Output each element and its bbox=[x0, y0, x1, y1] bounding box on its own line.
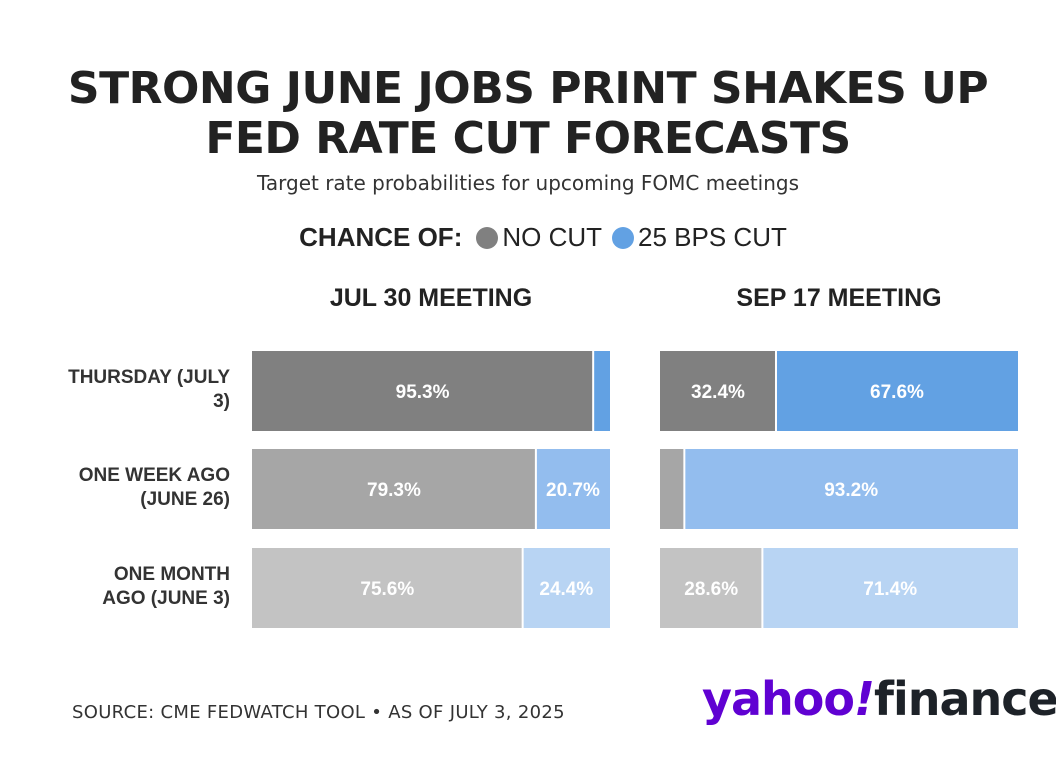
bar-sep-one-month-ago-no-cut bbox=[660, 548, 763, 628]
bar-jul-one-month-ago-25bps-cut bbox=[522, 548, 610, 628]
row-label-one-week-ago-line-1: ONE WEEK AGO bbox=[78, 465, 230, 486]
row-label-one-week-ago: ONE WEEK AGO (JUNE 26) bbox=[50, 464, 230, 512]
row-label-thursday: THURSDAY (JULY 3) bbox=[50, 366, 230, 414]
row-label-one-month-ago: ONE MONTH AGO (JUNE 3) bbox=[50, 563, 230, 611]
legend-dot-no-cut bbox=[476, 226, 499, 249]
logo-finance: finance bbox=[873, 672, 1056, 726]
bar-label-jul-one-month-ago-no-cut: 75.6% bbox=[360, 579, 414, 600]
row-label-thursday-line-1: THURSDAY (JULY bbox=[68, 367, 230, 388]
bar-sep-thursday-no-cut bbox=[660, 351, 776, 431]
bar-label-jul-one-week-ago-25bps-cut: 20.7% bbox=[546, 480, 600, 501]
row-label-one-week-ago-line-2: (JUNE 26) bbox=[140, 489, 230, 510]
legend: CHANCE OF: NO CUT 25 BPS CUT bbox=[0, 222, 1056, 253]
bar-sep-thursday-25bps-cut bbox=[775, 351, 1018, 431]
bar-label-sep-one-month-ago-25bps-cut: 71.4% bbox=[863, 579, 917, 600]
bar-jul-thursday-25bps-cut bbox=[593, 351, 610, 431]
legend-label-no-cut: NO CUT bbox=[502, 222, 603, 252]
legend-title: CHANCE OF: bbox=[299, 222, 463, 252]
sep-meeting-title: SEP 17 MEETING bbox=[736, 284, 942, 312]
bar-label-sep-one-month-ago-no-cut: 28.6% bbox=[684, 579, 738, 600]
bar-sep-one-month-ago-25bps-cut bbox=[762, 548, 1018, 628]
legend-label-25bps-cut: 25 BPS CUT bbox=[638, 222, 787, 252]
legend-item-no-cut: NO CUT bbox=[476, 222, 602, 253]
row-label-one-month-ago-line-1: ONE MONTH bbox=[113, 564, 230, 585]
bar-label-sep-thursday-no-cut: 32.4% bbox=[691, 382, 745, 403]
bar-label-sep-thursday-25bps-cut: 67.6% bbox=[870, 382, 924, 403]
logo-yahoo: yahoo bbox=[702, 672, 855, 726]
bar-sep-one-week-ago-no-cut bbox=[660, 449, 685, 529]
bar-jul-one-week-ago-no-cut bbox=[252, 449, 536, 529]
chart-title: STRONG JUNE JOBS PRINT SHAKES UP FED RAT… bbox=[0, 64, 1056, 164]
bar-jul-one-week-ago-25bps-cut bbox=[535, 449, 610, 529]
chart-subtitle: Target rate probabilities for upcoming F… bbox=[256, 171, 800, 195]
bar-jul-thursday-no-cut bbox=[252, 351, 594, 431]
bar-label-jul-one-week-ago-no-cut: 79.3% bbox=[367, 480, 421, 501]
bar-jul-one-month-ago-no-cut bbox=[252, 548, 523, 628]
bar-label-sep-one-week-ago-25bps-cut: 93.2% bbox=[824, 480, 878, 501]
logo-bang: ! bbox=[853, 672, 875, 726]
chart-title-line-1: STRONG JUNE JOBS PRINT SHAKES UP bbox=[67, 63, 989, 114]
row-label-one-month-ago-line-2: AGO (JUNE 3) bbox=[102, 588, 230, 609]
legend-dot-25bps-cut bbox=[612, 226, 635, 249]
bar-label-jul-thursday-no-cut: 95.3% bbox=[396, 382, 450, 403]
bar-label-jul-one-month-ago-25bps-cut: 24.4% bbox=[539, 579, 593, 600]
bar-sep-one-week-ago-25bps-cut bbox=[684, 449, 1018, 529]
legend-item-25bps-cut: 25 BPS CUT bbox=[612, 222, 787, 253]
row-label-thursday-line-2: 3) bbox=[213, 391, 230, 412]
yahoo-finance-logo: yahoo!finance bbox=[702, 672, 1056, 726]
jul-meeting-title: JUL 30 MEETING bbox=[329, 284, 533, 312]
source-note: SOURCE: CME FEDWATCH TOOL • AS OF JULY 3… bbox=[72, 702, 565, 723]
chart-title-line-2: FED RATE CUT FORECASTS bbox=[205, 113, 851, 164]
